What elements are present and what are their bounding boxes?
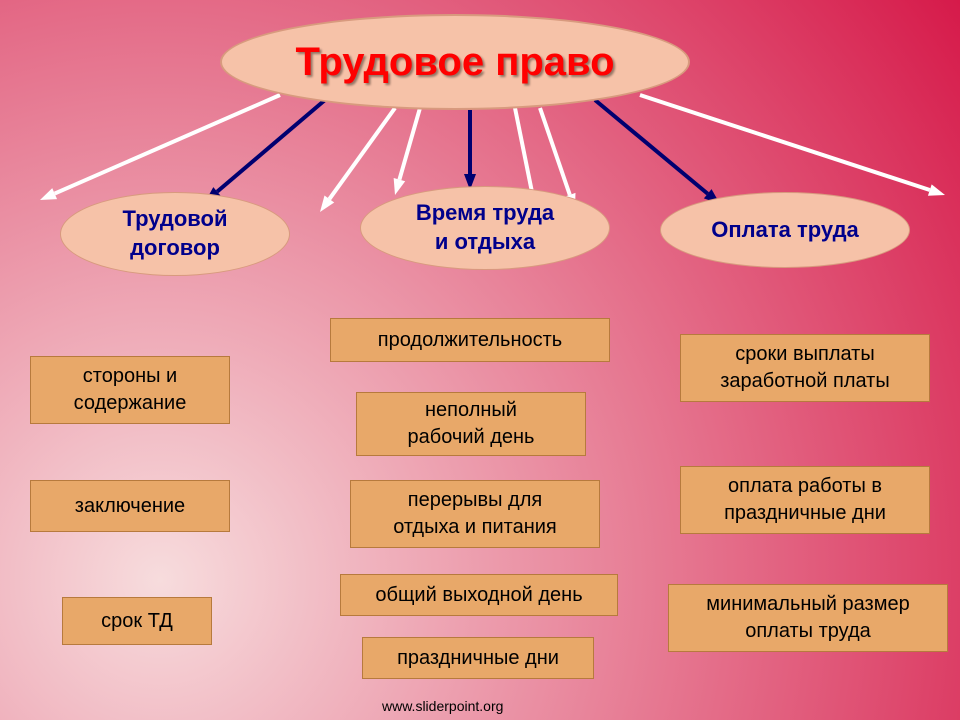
leaf-label: праздничные дни — [397, 645, 559, 672]
root-label: Трудовое право — [295, 40, 614, 85]
leaf-box-c1-1: заключение — [30, 480, 230, 532]
leaf-label: перерывы дляотдыха и питания — [393, 487, 557, 541]
leaf-label: срок ТД — [101, 608, 173, 635]
leaf-box-c1-0: стороны исодержание — [30, 356, 230, 424]
leaf-label: стороны исодержание — [74, 363, 187, 417]
arrow-line-3 — [399, 108, 420, 180]
branch-node-2: Оплата труда — [660, 192, 910, 268]
arrow-head-8 — [928, 184, 945, 195]
arrow-line-1 — [217, 100, 325, 192]
root-node: Трудовое право — [220, 14, 690, 110]
arrow-head-3 — [394, 178, 406, 195]
leaf-box-c2-4: праздничные дни — [362, 637, 594, 679]
leaf-box-c2-0: продолжительность — [330, 318, 610, 362]
arrow-line-8 — [640, 95, 930, 190]
arrow-line-2 — [329, 108, 395, 199]
branch-node-0: Трудовойдоговор — [60, 192, 290, 276]
slide-root: Трудовое право Трудовойдоговор Время труд… — [0, 0, 960, 720]
leaf-label: продолжительность — [378, 327, 562, 354]
arrow-head-0 — [40, 188, 57, 200]
branch-node-1: Время трудаи отдыха — [360, 186, 610, 270]
arrow-line-7 — [595, 100, 708, 194]
leaf-label: заключение — [75, 493, 185, 520]
leaf-box-c2-2: перерывы дляотдыха и питания — [350, 480, 600, 548]
branch-label: Трудовойдоговор — [122, 205, 227, 262]
leaf-label: оплата работы впраздничные дни — [724, 473, 886, 527]
leaf-box-c3-0: сроки выплатызаработной платы — [680, 334, 930, 402]
arrow-line-6 — [540, 108, 570, 195]
arrow-line-5 — [515, 108, 532, 191]
footer-text: www.sliderpoint.org — [382, 698, 503, 714]
leaf-label: неполныйрабочий день — [408, 397, 535, 451]
arrow-head-2 — [320, 196, 334, 212]
branch-label: Оплата труда — [711, 216, 859, 245]
leaf-box-c1-2: срок ТД — [62, 597, 212, 645]
leaf-label: общий выходной день — [375, 582, 582, 609]
leaf-label: сроки выплатызаработной платы — [720, 341, 889, 395]
leaf-box-c2-1: неполныйрабочий день — [356, 392, 586, 456]
leaf-box-c2-3: общий выходной день — [340, 574, 618, 616]
arrow-line-0 — [55, 95, 280, 194]
leaf-box-c3-2: минимальный размероплаты труда — [668, 584, 948, 652]
leaf-box-c3-1: оплата работы впраздничные дни — [680, 466, 930, 534]
branch-label: Время трудаи отдыха — [416, 199, 554, 256]
leaf-label: минимальный размероплаты труда — [706, 591, 909, 645]
